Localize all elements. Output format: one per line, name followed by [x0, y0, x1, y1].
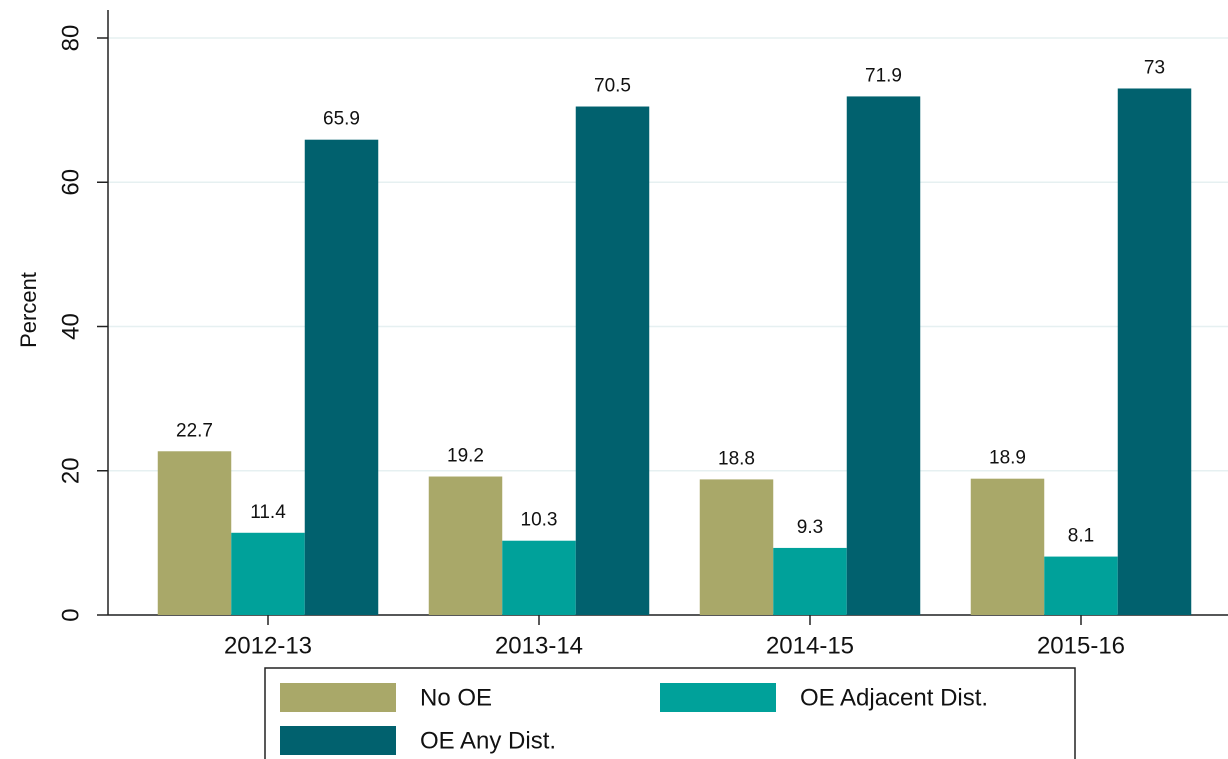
- y-tick-label: 20: [57, 457, 84, 484]
- bar: [575, 106, 650, 616]
- value-label: 70.5: [594, 76, 631, 97]
- bar: [970, 478, 1045, 615]
- legend-swatch: [660, 683, 776, 712]
- value-label: 65.9: [323, 109, 360, 130]
- bar: [304, 139, 379, 616]
- bar: [1117, 88, 1192, 616]
- y-tick-label: 0: [57, 608, 84, 621]
- value-label: 10.3: [521, 510, 558, 531]
- value-label: 9.3: [797, 517, 823, 538]
- value-label: 18.9: [989, 448, 1026, 469]
- legend-swatch: [280, 683, 396, 712]
- bar: [157, 451, 232, 615]
- legend-label: No OE: [420, 684, 492, 711]
- bar: [1044, 556, 1118, 615]
- x-tick-label: 2015-16: [1037, 632, 1125, 659]
- value-label: 22.7: [176, 420, 213, 441]
- legend-label: OE Any Dist.: [420, 727, 556, 754]
- bar: [502, 540, 576, 615]
- y-tick-label: 80: [57, 25, 84, 52]
- bar: [846, 96, 921, 615]
- value-label: 18.8: [718, 448, 755, 469]
- bar: [231, 532, 305, 615]
- y-tick-label: 40: [57, 313, 84, 340]
- legend-swatch: [280, 726, 396, 755]
- value-label: 11.4: [250, 502, 286, 523]
- y-axis-label: Percent: [16, 272, 41, 348]
- y-tick-label: 60: [57, 169, 84, 196]
- bar: [699, 479, 774, 615]
- x-tick-label: 2012-13: [224, 632, 312, 659]
- bar: [773, 547, 847, 615]
- value-label: 71.9: [865, 65, 902, 86]
- bar: [428, 476, 503, 615]
- value-label: 19.2: [447, 446, 484, 467]
- value-label: 8.1: [1068, 526, 1094, 547]
- value-label: 73: [1144, 58, 1165, 79]
- x-tick-label: 2013-14: [495, 632, 583, 659]
- x-tick-label: 2014-15: [766, 632, 854, 659]
- legend-label: OE Adjacent Dist.: [800, 684, 988, 711]
